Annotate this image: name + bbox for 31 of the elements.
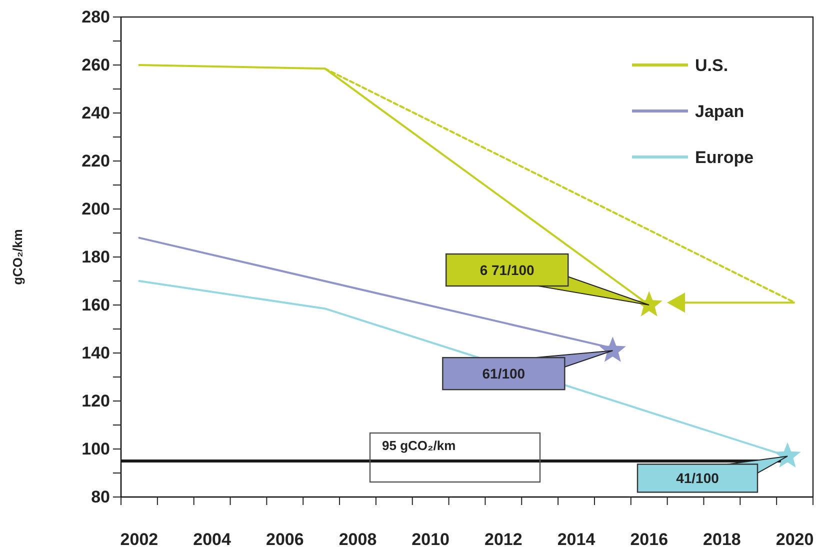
annotation: 41/100	[676, 470, 720, 486]
y-tick-label: 220	[82, 151, 110, 170]
x-tick-label: 2020	[776, 530, 814, 547]
y-tick-label: 280	[82, 7, 110, 26]
x-tick-label: 2008	[338, 530, 377, 547]
y-tick-label: 120	[82, 391, 110, 410]
y-tick-label: 180	[82, 247, 110, 266]
y-tick-label: 160	[82, 295, 110, 314]
x-tick-label: 2002	[120, 530, 158, 547]
x-tick-label: 2016	[630, 530, 668, 547]
x-tick-label: 2010	[412, 530, 450, 547]
point	[599, 336, 626, 362]
annotation: 6 71/100	[480, 262, 535, 278]
y-tick-label: 240	[82, 103, 110, 122]
y-tick-label: 200	[82, 199, 110, 218]
y-axis-title: gCO₂/km	[10, 229, 25, 285]
legend-label: U.S.	[695, 56, 728, 75]
y-tick-label: 260	[82, 55, 110, 74]
y-tick-label: 100	[82, 439, 110, 458]
x-tick-label: 2004	[193, 530, 232, 547]
y-tick-label: 140	[82, 343, 110, 362]
x-tick-label: 2014	[557, 530, 596, 547]
legend-label: Europe	[695, 148, 754, 167]
ref-line-label: 95 gCO₂/km	[382, 438, 456, 453]
point	[774, 442, 801, 468]
x-tick-label: 2012	[484, 530, 522, 547]
y-tick-label: 80	[91, 487, 110, 506]
annotation: 61/100	[482, 366, 526, 382]
x-tick-label: 2018	[703, 530, 741, 547]
x-tick-label: 2006	[266, 530, 304, 547]
legend-label: Japan	[695, 102, 744, 121]
